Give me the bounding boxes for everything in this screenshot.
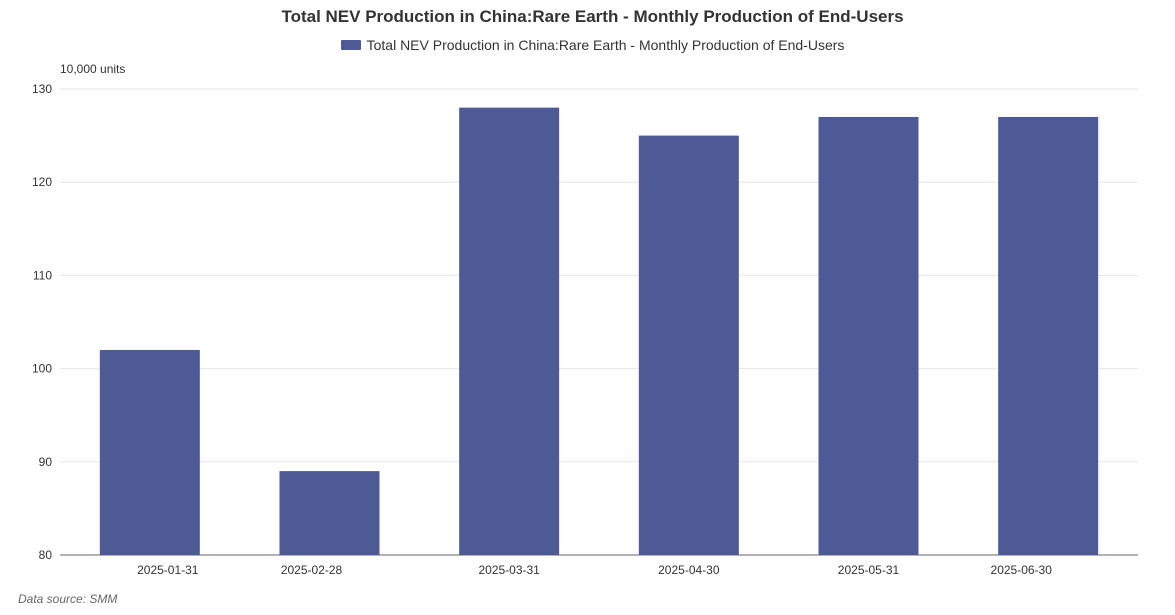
bar[interactable] xyxy=(459,107,560,555)
y-tick-label: 80 xyxy=(39,548,53,562)
y-axis-unit-label: 10,000 units xyxy=(60,62,126,76)
legend-swatch xyxy=(340,40,361,50)
y-tick-label: 110 xyxy=(33,268,52,282)
data-source-note: Data source: SMM xyxy=(18,592,118,606)
y-tick-label: 120 xyxy=(32,175,52,189)
x-tick-label: 2025-04-30 xyxy=(658,563,720,577)
bar[interactable] xyxy=(638,135,739,555)
x-tick-label: 2025-01-31 xyxy=(137,563,199,577)
legend[interactable]: Total NEV Production in China:Rare Earth… xyxy=(0,37,1175,53)
x-tick-label: 2025-03-31 xyxy=(478,563,540,577)
y-tick-label: 100 xyxy=(32,362,52,376)
bar[interactable] xyxy=(99,349,200,555)
legend-label: Total NEV Production in China:Rare Earth… xyxy=(366,37,845,53)
bar[interactable] xyxy=(818,116,919,556)
x-tick-label: 2025-02-28 xyxy=(281,563,343,577)
y-tick-label: 90 xyxy=(39,455,53,469)
y-tick-label: 130 xyxy=(32,82,52,96)
bar[interactable] xyxy=(279,471,380,555)
bar[interactable] xyxy=(998,116,1099,556)
x-tick-label: 2025-06-30 xyxy=(991,563,1053,577)
x-tick-label: 2025-05-31 xyxy=(838,563,900,577)
chart-title: Total NEV Production in China:Rare Earth… xyxy=(281,7,904,26)
